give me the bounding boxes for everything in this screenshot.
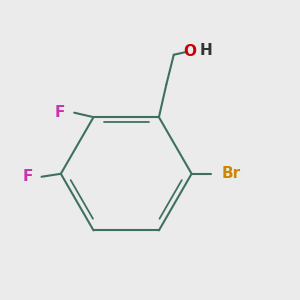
Text: F: F (22, 169, 33, 184)
Text: O: O (184, 44, 196, 59)
Text: F: F (55, 105, 65, 120)
Text: Br: Br (221, 166, 241, 181)
Text: H: H (200, 43, 213, 58)
